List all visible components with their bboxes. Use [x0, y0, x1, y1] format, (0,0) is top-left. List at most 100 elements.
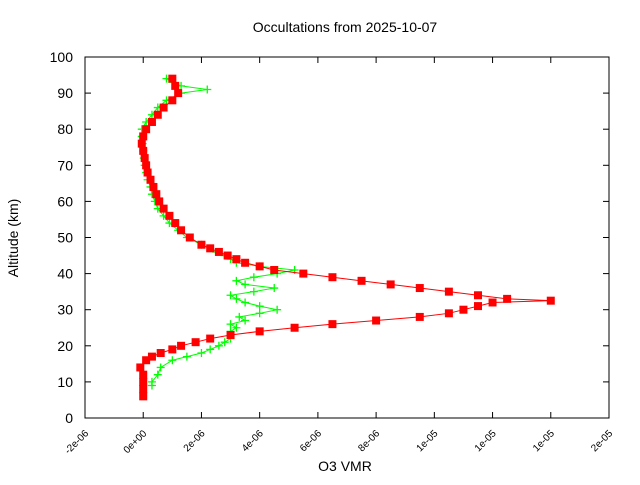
- data-point: [147, 117, 156, 126]
- data-point: [153, 110, 162, 119]
- data-point: [386, 280, 395, 289]
- data-point: [488, 298, 497, 307]
- data-point: [232, 255, 241, 264]
- y-tick-label: 20: [57, 338, 73, 354]
- data-point: [206, 345, 215, 354]
- data-point: [503, 294, 512, 303]
- y-tick-label: 10: [57, 374, 73, 390]
- data-point: [226, 320, 235, 329]
- data-point: [139, 385, 148, 394]
- data-point: [474, 302, 482, 311]
- data-point: [206, 244, 215, 253]
- data-point: [197, 240, 206, 249]
- data-point: [273, 305, 282, 314]
- data-point: [241, 258, 250, 267]
- data-point: [203, 85, 212, 94]
- data-point: [415, 284, 424, 293]
- x-tick-label: 8e-06: [356, 428, 382, 454]
- x-tick-label: 1e-05: [473, 428, 499, 454]
- data-point: [142, 125, 151, 134]
- y-tick-label: 60: [57, 193, 73, 209]
- series-layer: [136, 74, 555, 401]
- data-point: [142, 161, 151, 170]
- data-point: [197, 349, 206, 358]
- data-point: [249, 287, 258, 296]
- data-point: [255, 327, 264, 336]
- y-tick-label: 50: [57, 230, 73, 246]
- y-axis-label: Altitude (km): [5, 199, 21, 278]
- data-point: [165, 211, 174, 220]
- data-point: [155, 197, 164, 206]
- data-point: [299, 269, 308, 278]
- x-tick-label: 4e-06: [240, 428, 266, 454]
- data-point: [139, 370, 148, 379]
- data-point: [241, 280, 250, 289]
- data-point: [232, 323, 241, 332]
- series-red: [136, 74, 555, 401]
- data-point: [171, 81, 180, 90]
- data-point: [152, 190, 161, 199]
- x-tick-label: 2e-06: [182, 428, 208, 454]
- series-line-green: [141, 78, 295, 386]
- data-point: [139, 392, 148, 401]
- data-point: [168, 356, 177, 365]
- data-point: [220, 338, 229, 347]
- x-tick-label: 2e-05: [589, 428, 615, 454]
- data-point: [159, 204, 168, 213]
- data-point: [255, 262, 264, 271]
- data-point: [232, 294, 241, 303]
- x-tick-label: 6e-06: [298, 428, 324, 454]
- data-point: [136, 363, 145, 372]
- y-tick-label: 100: [50, 49, 74, 65]
- data-point: [249, 273, 258, 282]
- data-point: [415, 312, 424, 321]
- y-axis: 0 10 20 30 40 50 60 70 80 90 100: [50, 49, 609, 426]
- data-point: [328, 320, 337, 329]
- data-point: [191, 338, 200, 347]
- y-tick-label: 40: [57, 266, 73, 282]
- data-point: [137, 139, 146, 148]
- data-point: [149, 182, 158, 191]
- data-point: [143, 168, 152, 177]
- y-tick-label: 80: [57, 121, 73, 137]
- data-point: [223, 251, 232, 260]
- data-point: [459, 305, 468, 314]
- data-point: [185, 233, 194, 242]
- data-point: [156, 363, 165, 372]
- data-point: [168, 96, 177, 105]
- data-point: [182, 352, 191, 361]
- chart-title: Occultations from 2025-10-07: [253, 19, 438, 35]
- data-point: [444, 309, 453, 318]
- series-line-red: [139, 78, 551, 397]
- data-point: [140, 154, 149, 163]
- x-tick-label: 1e-05: [415, 428, 441, 454]
- data-point: [177, 226, 186, 235]
- data-point: [372, 316, 381, 325]
- data-point: [168, 345, 177, 354]
- data-point: [214, 247, 223, 256]
- data-point: [159, 103, 168, 112]
- data-point: [474, 291, 482, 300]
- data-point: [226, 330, 235, 339]
- data-point: [241, 316, 250, 325]
- data-point: [153, 370, 162, 379]
- data-point: [177, 341, 186, 350]
- y-tick-label: 0: [65, 410, 73, 426]
- data-point: [270, 284, 279, 293]
- data-point: [168, 74, 177, 83]
- x-axis-label: O3 VMR: [318, 458, 372, 474]
- data-point: [146, 175, 155, 184]
- data-point: [139, 146, 148, 155]
- data-point: [357, 276, 366, 285]
- y-tick-label: 90: [57, 85, 73, 101]
- data-point: [232, 276, 241, 285]
- data-point: [214, 341, 223, 350]
- data-point: [147, 352, 156, 361]
- data-point: [546, 296, 555, 305]
- data-point: [328, 273, 337, 282]
- data-point: [255, 309, 264, 318]
- data-point: [142, 356, 151, 365]
- data-point: [241, 298, 250, 307]
- data-point: [174, 89, 183, 98]
